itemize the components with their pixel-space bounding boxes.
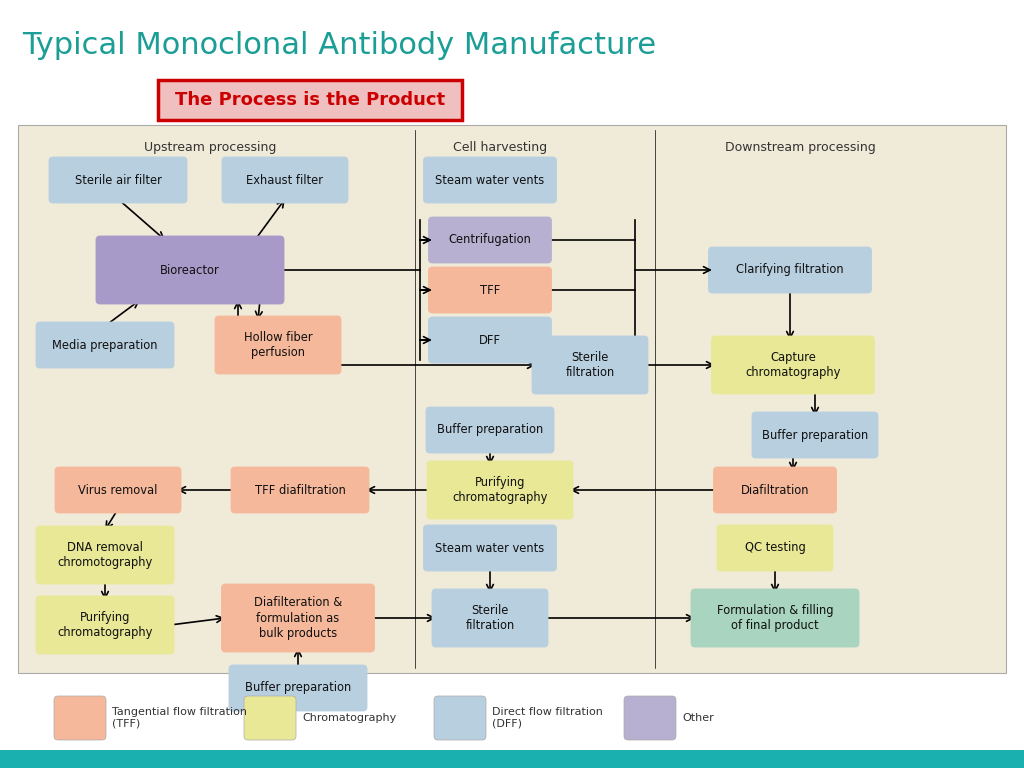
FancyBboxPatch shape: [717, 525, 833, 571]
Text: TFF diafiltration: TFF diafiltration: [255, 484, 345, 496]
FancyBboxPatch shape: [714, 467, 837, 513]
Text: Downstream processing: Downstream processing: [725, 141, 876, 154]
Text: Clarifying filtration: Clarifying filtration: [736, 263, 844, 276]
Text: DNA removal
chromotography: DNA removal chromotography: [57, 541, 153, 569]
Text: The Process is the Product: The Process is the Product: [175, 91, 445, 109]
FancyBboxPatch shape: [426, 407, 554, 453]
Text: Centrifugation: Centrifugation: [449, 233, 531, 247]
Text: Other: Other: [682, 713, 714, 723]
Text: Sterile
filtration: Sterile filtration: [565, 351, 614, 379]
Text: Upstream processing: Upstream processing: [143, 141, 276, 154]
Text: Buffer preparation: Buffer preparation: [437, 423, 543, 436]
FancyBboxPatch shape: [96, 236, 284, 304]
Text: Buffer preparation: Buffer preparation: [245, 681, 351, 694]
FancyBboxPatch shape: [54, 696, 106, 740]
FancyBboxPatch shape: [428, 217, 552, 263]
FancyBboxPatch shape: [432, 589, 548, 647]
FancyBboxPatch shape: [221, 584, 375, 652]
FancyBboxPatch shape: [424, 157, 556, 203]
FancyBboxPatch shape: [231, 467, 369, 513]
Text: QC testing: QC testing: [744, 541, 805, 554]
FancyBboxPatch shape: [709, 247, 871, 293]
FancyBboxPatch shape: [624, 696, 676, 740]
Text: Exhaust filter: Exhaust filter: [247, 174, 324, 187]
Text: Formulation & filling
of final product: Formulation & filling of final product: [717, 604, 834, 632]
FancyBboxPatch shape: [36, 526, 174, 584]
FancyBboxPatch shape: [424, 525, 556, 571]
FancyBboxPatch shape: [691, 589, 859, 647]
Text: Sterile
filtration: Sterile filtration: [465, 604, 515, 632]
FancyBboxPatch shape: [712, 336, 874, 394]
Text: Purifying
chromatography: Purifying chromatography: [57, 611, 153, 639]
Text: Media preparation: Media preparation: [52, 339, 158, 352]
FancyBboxPatch shape: [428, 317, 552, 363]
Text: TFF: TFF: [480, 283, 500, 296]
FancyBboxPatch shape: [434, 696, 486, 740]
Text: Bioreactor: Bioreactor: [160, 263, 220, 276]
Text: Sterile air filter: Sterile air filter: [75, 174, 162, 187]
FancyBboxPatch shape: [49, 157, 187, 203]
Text: Direct flow filtration
(DFF): Direct flow filtration (DFF): [492, 707, 603, 729]
Text: Hollow fiber
perfusion: Hollow fiber perfusion: [244, 331, 312, 359]
Text: DFF: DFF: [479, 333, 501, 346]
Text: Chromatography: Chromatography: [302, 713, 396, 723]
FancyBboxPatch shape: [215, 316, 341, 374]
FancyBboxPatch shape: [427, 461, 573, 519]
FancyBboxPatch shape: [36, 322, 174, 368]
Text: Capture
chromatography: Capture chromatography: [745, 351, 841, 379]
FancyBboxPatch shape: [18, 125, 1006, 673]
Text: Tangential flow filtration
(TFF): Tangential flow filtration (TFF): [112, 707, 247, 729]
Text: Steam water vents: Steam water vents: [435, 174, 545, 187]
Text: Typical Monoclonal Antibody Manufacture: Typical Monoclonal Antibody Manufacture: [22, 31, 656, 59]
Text: Diafilteration &
formulation as
bulk products: Diafilteration & formulation as bulk pro…: [254, 597, 342, 640]
Text: Virus removal: Virus removal: [78, 484, 158, 496]
FancyBboxPatch shape: [222, 157, 348, 203]
FancyBboxPatch shape: [532, 336, 648, 394]
Text: Diafiltration: Diafiltration: [740, 484, 809, 496]
FancyBboxPatch shape: [428, 267, 552, 313]
FancyBboxPatch shape: [752, 412, 878, 458]
Bar: [0, 750, 1024, 768]
Text: Buffer preparation: Buffer preparation: [762, 429, 868, 442]
FancyBboxPatch shape: [55, 467, 181, 513]
FancyBboxPatch shape: [244, 696, 296, 740]
Text: Purifying
chromatography: Purifying chromatography: [453, 476, 548, 504]
FancyBboxPatch shape: [229, 665, 367, 711]
Text: Steam water vents: Steam water vents: [435, 541, 545, 554]
FancyBboxPatch shape: [158, 80, 462, 120]
Text: Cell harvesting: Cell harvesting: [453, 141, 547, 154]
FancyBboxPatch shape: [36, 596, 174, 654]
